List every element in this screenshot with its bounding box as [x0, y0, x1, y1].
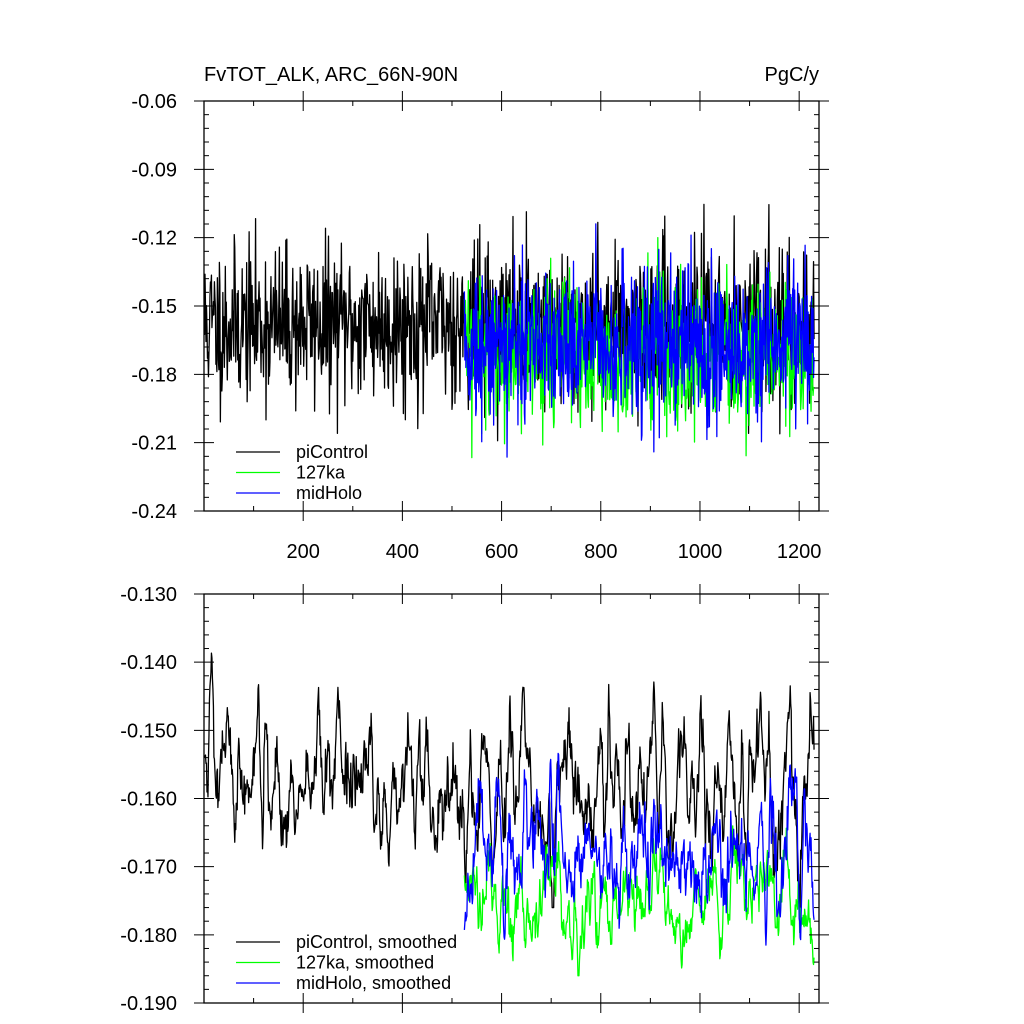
x-tick-label: 800 [584, 541, 617, 563]
series-line-127ka [463, 825, 815, 977]
y-tick-label: -0.09 [131, 159, 177, 181]
y-tick-label: -0.170 [120, 857, 177, 879]
x-tick-label: 400 [386, 541, 419, 563]
y-tick-label: -0.160 [120, 789, 177, 811]
series-line-midholo [463, 752, 815, 946]
legend-label: 127ka [296, 463, 346, 483]
legend-label: midHolo, smoothed [296, 973, 451, 993]
legend-label: midHolo [296, 483, 362, 503]
bottom-panel: -0.130 -0.140 -0.150 -0.160 -0.170 -0.180 -0.1… [120, 584, 829, 1015]
y-tick-label: -0.15 [131, 296, 177, 318]
series-line-picontrol [204, 652, 815, 909]
y-tick-label: -0.06 [131, 91, 177, 113]
y-tick-label: -0.130 [120, 584, 177, 606]
series-group [204, 652, 815, 977]
x-tick-label: 1200 [777, 541, 822, 563]
legend-label: 127ka, smoothed [296, 953, 434, 973]
x-tick-label: 200 [287, 541, 320, 563]
y-tick-label: -0.190 [120, 993, 177, 1015]
y-tick-label: -0.140 [120, 652, 177, 674]
x-tick-label: 1000 [678, 541, 723, 563]
x-tick-label: 600 [485, 541, 518, 563]
legend-label: piControl, smoothed [296, 932, 457, 952]
y-tick-label: -0.12 [131, 228, 177, 250]
y-tick-label: -0.150 [120, 720, 177, 742]
y-tick-label: -0.24 [131, 501, 177, 523]
legend-label: piControl [296, 442, 368, 462]
chart-title: FvTOT_ALK, ARC_66N-90N [204, 64, 458, 86]
y-tick-label: -0.21 [131, 433, 177, 455]
units-label: PgC/y [765, 64, 819, 86]
series-line-midholo [463, 223, 815, 458]
y-tick-label: -0.180 [120, 925, 177, 947]
top-panel: 200 400 600 800 1000 1200 -0.06 -0.09 -0.12 -0.15… [131, 91, 829, 563]
series-group [204, 203, 815, 459]
y-tick-label: -0.18 [131, 364, 177, 386]
